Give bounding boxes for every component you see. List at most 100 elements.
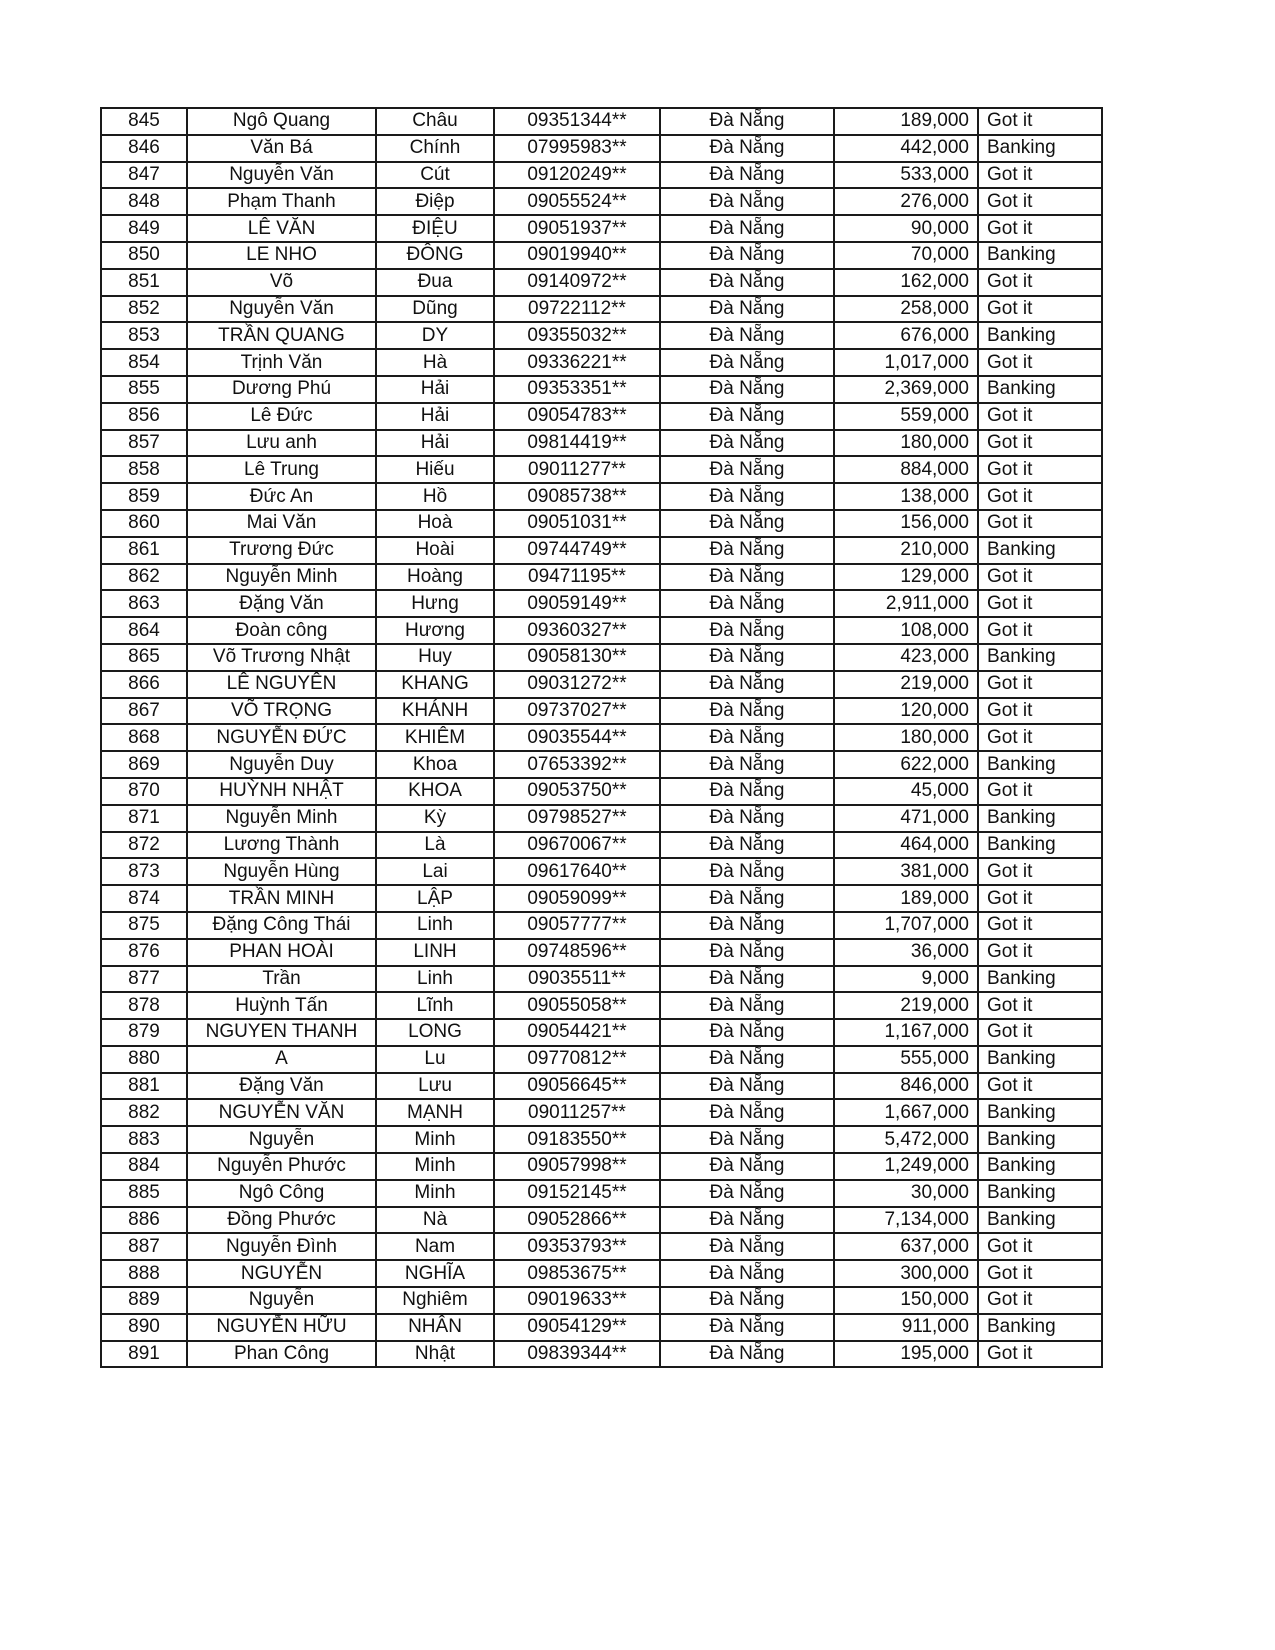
phone-cell: 09054421**: [493, 1018, 661, 1047]
row-number-cell: 886: [100, 1205, 188, 1235]
method-cell: Got it: [977, 884, 1103, 913]
table-row: 865 Võ Trương Nhật Huy 09058130** Đà Nẵng 423…: [100, 642, 1103, 672]
row-number-cell: 853: [100, 321, 188, 351]
last-middle-name-cell: Nguyễn: [186, 1286, 377, 1315]
last-middle-name-cell: Trịnh Văn: [186, 348, 377, 377]
method-cell: Got it: [977, 1071, 1103, 1101]
last-middle-name-cell: NGUYEN THANH: [186, 1018, 377, 1047]
amount-cell: 559,000: [833, 401, 979, 431]
first-name-cell: KHOA: [375, 776, 495, 806]
table-row: 877 Trần Linh 09035511** Đà Nẵng 9,000 Banking: [100, 964, 1103, 994]
last-middle-name-cell: Ngô Công: [186, 1178, 377, 1208]
amount-cell: 1,707,000: [833, 910, 979, 940]
phone-cell: 09814419**: [493, 428, 661, 458]
city-cell: Đà Nẵng: [659, 937, 835, 967]
city-cell: Đà Nẵng: [659, 616, 835, 645]
first-name-cell: Kỳ: [375, 803, 495, 833]
method-cell: Got it: [977, 857, 1103, 887]
phone-cell: 09055058**: [493, 991, 661, 1021]
method-cell: Got it: [977, 401, 1103, 431]
method-cell: Got it: [977, 696, 1103, 726]
phone-cell: 09353351**: [493, 374, 661, 404]
table-row: 884 Nguyễn Phước Minh 09057998** Đà Nẵng 1,24…: [100, 1152, 1103, 1181]
phone-cell: 09031272**: [493, 669, 661, 699]
amount-cell: 129,000: [833, 562, 979, 592]
first-name-cell: Lĩnh: [375, 991, 495, 1021]
phone-cell: 09798527**: [493, 803, 661, 833]
row-number-cell: 865: [100, 642, 188, 672]
first-name-cell: Hà: [375, 348, 495, 377]
table-row: 874 TRẦN MINH LẬP 09059099** Đà Nẵng 189,000 G…: [100, 884, 1103, 913]
method-cell: Banking: [977, 1044, 1103, 1074]
method-cell: Got it: [977, 267, 1103, 297]
table-row: 871 Nguyễn Minh Kỳ 09798527** Đà Nẵng 471,000…: [100, 803, 1103, 833]
table-row: 864 Đoàn công Hương 09360327** Đà Nẵng 108,00…: [100, 616, 1103, 645]
method-cell: Got it: [977, 160, 1103, 190]
city-cell: Đà Nẵng: [659, 1259, 835, 1289]
table-row: 849 LÊ VĂN ĐIỆU 09051937** Đà Nẵng 90,000 Got …: [100, 214, 1103, 243]
method-cell: Banking: [977, 1205, 1103, 1235]
method-cell: Got it: [977, 562, 1103, 592]
table-row: 878 Huỳnh Tấn Lĩnh 09055058** Đà Nẵng 219,000…: [100, 991, 1103, 1021]
amount-cell: 30,000: [833, 1178, 979, 1208]
last-middle-name-cell: Lương Thành: [186, 830, 377, 860]
row-number-cell: 852: [100, 294, 188, 324]
amount-cell: 5,472,000: [833, 1125, 979, 1155]
first-name-cell: Minh: [375, 1125, 495, 1155]
city-cell: Đà Nẵng: [659, 750, 835, 779]
amount-cell: 180,000: [833, 428, 979, 458]
row-number-cell: 850: [100, 240, 188, 270]
first-name-cell: Hải: [375, 374, 495, 404]
first-name-cell: Linh: [375, 964, 495, 994]
last-middle-name-cell: Nguyễn Văn: [186, 160, 377, 190]
method-cell: Banking: [977, 830, 1103, 860]
amount-cell: 637,000: [833, 1232, 979, 1262]
amount-cell: 150,000: [833, 1286, 979, 1315]
city-cell: Đà Nẵng: [659, 133, 835, 163]
table-row: 875 Đặng Công Thái Linh 09057777** Đà Nẵng 1,…: [100, 910, 1103, 940]
phone-cell: 09052866**: [493, 1205, 661, 1235]
amount-cell: 45,000: [833, 776, 979, 806]
city-cell: Đà Nẵng: [659, 1125, 835, 1155]
last-middle-name-cell: Võ Trương Nhật: [186, 642, 377, 672]
row-number-cell: 855: [100, 374, 188, 404]
row-number-cell: 851: [100, 267, 188, 297]
city-cell: Đà Nẵng: [659, 321, 835, 351]
method-cell: Banking: [977, 1152, 1103, 1181]
last-middle-name-cell: Nguyễn Đình: [186, 1232, 377, 1262]
phone-cell: 07995983**: [493, 133, 661, 163]
amount-cell: 258,000: [833, 294, 979, 324]
city-cell: Đà Nẵng: [659, 428, 835, 458]
row-number-cell: 863: [100, 589, 188, 619]
row-number-cell: 869: [100, 750, 188, 779]
table-row: 845 Ngô Quang Châu 09351344** Đà Nẵng 189,000…: [100, 107, 1103, 136]
row-number-cell: 854: [100, 348, 188, 377]
city-cell: Đà Nẵng: [659, 776, 835, 806]
last-middle-name-cell: LÊ VĂN: [186, 214, 377, 243]
table-row: 870 HUỲNH NHẬT KHOA 09053750** Đà Nẵng 45,000…: [100, 776, 1103, 806]
row-number-cell: 862: [100, 562, 188, 592]
row-number-cell: 861: [100, 535, 188, 565]
table-row: 851 Võ Đua 09140972** Đà Nẵng 162,000 Got it: [100, 267, 1103, 297]
table-row: 848 Phạm Thanh Điệp 09055524** Đà Nẵng 276,00…: [100, 187, 1103, 217]
phone-cell: 09085738**: [493, 482, 661, 511]
method-cell: Banking: [977, 964, 1103, 994]
method-cell: Got it: [977, 428, 1103, 458]
phone-cell: 09471195**: [493, 562, 661, 592]
row-number-cell: 872: [100, 830, 188, 860]
amount-cell: 219,000: [833, 991, 979, 1021]
phone-cell: 09355032**: [493, 321, 661, 351]
table-row: 872 Lương Thành Là 09670067** Đà Nẵng 464,000…: [100, 830, 1103, 860]
row-number-cell: 888: [100, 1259, 188, 1289]
first-name-cell: Hương: [375, 616, 495, 645]
phone-cell: 09748596**: [493, 937, 661, 967]
method-cell: Got it: [977, 1286, 1103, 1315]
city-cell: Đà Nẵng: [659, 401, 835, 431]
method-cell: Banking: [977, 133, 1103, 163]
city-cell: Đà Nẵng: [659, 857, 835, 887]
phone-cell: 09057777**: [493, 910, 661, 940]
first-name-cell: Linh: [375, 910, 495, 940]
row-number-cell: 846: [100, 133, 188, 163]
method-cell: Banking: [977, 374, 1103, 404]
first-name-cell: Chính: [375, 133, 495, 163]
